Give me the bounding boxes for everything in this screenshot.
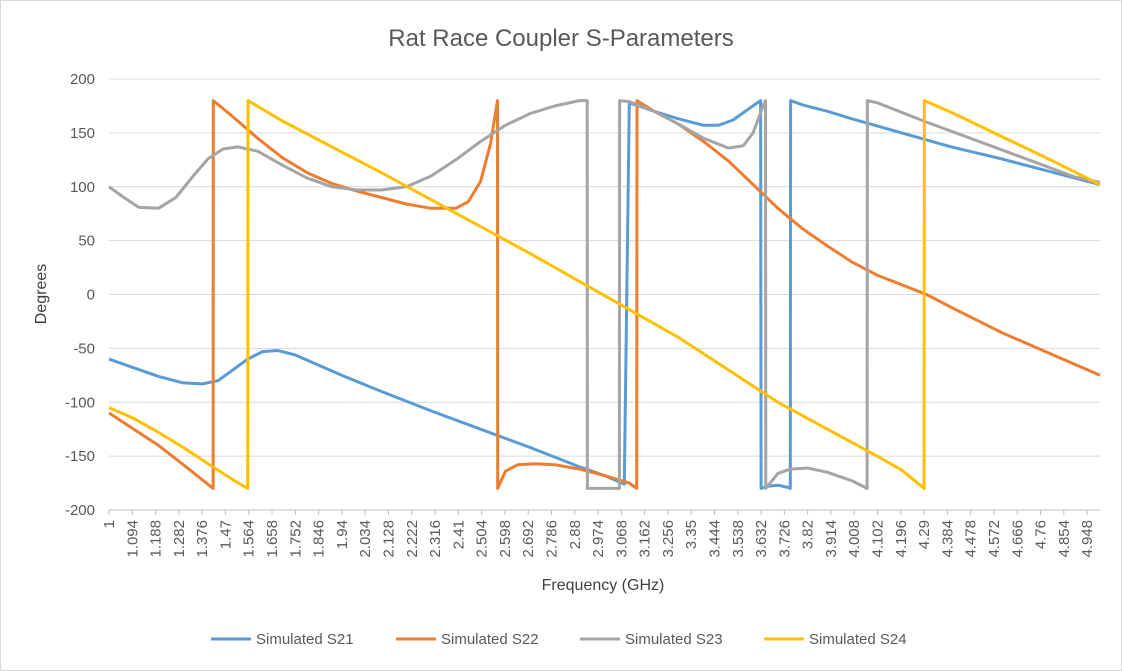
y-tick-label: 100 xyxy=(70,179,95,196)
x-tick-label: 3.538 xyxy=(730,520,747,558)
x-tick-label: 4.384 xyxy=(939,520,956,558)
legend-label: Simulated S24 xyxy=(809,631,907,648)
legend-label: Simulated S23 xyxy=(625,631,723,648)
x-tick-label: 1.282 xyxy=(171,520,188,558)
x-tick-label: 1.376 xyxy=(194,520,211,558)
x-tick-label: 4.29 xyxy=(916,520,933,549)
y-tick-label: 0 xyxy=(87,287,95,304)
x-tick-label: 2.598 xyxy=(497,520,514,558)
legend-label: Simulated S21 xyxy=(256,631,354,648)
x-tick-label: 2.128 xyxy=(380,520,397,558)
x-tick-label: 1.658 xyxy=(264,520,281,558)
x-axis-label: Frequency (GHz) xyxy=(542,577,665,594)
x-tick-label: 2.504 xyxy=(474,520,491,558)
x-tick-label: 2.316 xyxy=(427,520,444,558)
x-tick-label: 3.256 xyxy=(660,520,677,558)
x-tick-label: 4.666 xyxy=(1009,520,1026,558)
series-lines xyxy=(108,99,1101,490)
y-axis-label: Degrees xyxy=(33,264,50,324)
x-tick-label: 2.41 xyxy=(450,520,467,549)
x-tick-label: 3.82 xyxy=(800,520,817,549)
x-tick-label: 4.008 xyxy=(846,520,863,558)
x-tick-label: 1.094 xyxy=(124,520,141,558)
x-tick-label: 4.572 xyxy=(986,520,1003,558)
x-tick-label: 1.846 xyxy=(311,520,328,558)
x-tick-label: 1 xyxy=(101,520,118,528)
gridlines xyxy=(109,78,1100,457)
x-tick-label: 2.786 xyxy=(543,520,560,558)
x-tick-label: 2.034 xyxy=(357,520,374,558)
y-tick-label: 50 xyxy=(78,233,95,250)
x-tick-label: 1.752 xyxy=(287,520,304,558)
x-tick-label: 3.726 xyxy=(776,520,793,558)
chart-title: Rat Race Coupler S-Parameters xyxy=(388,25,733,52)
x-tick-label: 1.188 xyxy=(148,520,165,558)
y-tick-label: -150 xyxy=(65,448,95,465)
x-tick-label: 1.94 xyxy=(334,520,351,549)
x-tick-label: 4.478 xyxy=(963,520,980,558)
x-tick-label: 3.444 xyxy=(707,520,724,558)
x-tick-label: 2.692 xyxy=(520,520,537,558)
y-tick-label: -100 xyxy=(65,394,95,411)
series-line-2 xyxy=(108,99,1101,490)
y-tick-label: -50 xyxy=(73,340,95,357)
x-tick-label: 4.76 xyxy=(1033,520,1050,549)
x-tick-label: 4.196 xyxy=(893,520,910,558)
series-line-3 xyxy=(108,99,1101,490)
x-tick-label: 2.88 xyxy=(567,520,584,549)
x-axis-ticks: 1 1.094 1.188 1.282 1.376 1.47 1.564 1.658 1.752… xyxy=(101,510,1096,558)
x-tick-label: 4.854 xyxy=(1056,520,1073,558)
x-tick-label: 3.35 xyxy=(683,520,700,549)
x-tick-label: 4.102 xyxy=(870,520,887,558)
legend: Simulated S21 Simulated S22 Simulated S23 S… xyxy=(211,631,907,648)
y-tick-label: -200 xyxy=(65,502,95,519)
x-tick-label: 3.162 xyxy=(637,520,654,558)
y-tick-label: 150 xyxy=(70,125,95,142)
x-tick-label: 3.632 xyxy=(753,520,770,558)
x-tick-label: 1.47 xyxy=(217,520,234,549)
series-line-4 xyxy=(108,99,1101,490)
x-tick-label: 2.974 xyxy=(590,520,607,558)
x-tick-label: 3.914 xyxy=(823,520,840,558)
legend-label: Simulated S22 xyxy=(441,631,539,648)
x-tick-label: 3.068 xyxy=(613,520,630,558)
x-tick-label: 4.948 xyxy=(1079,520,1096,558)
x-tick-label: 2.222 xyxy=(404,520,421,558)
y-axis-ticks: 200 150 100 50 0 -50 -100 -150 -200 xyxy=(65,71,95,519)
y-tick-label: 200 xyxy=(70,71,95,88)
x-tick-label: 1.564 xyxy=(241,520,258,558)
